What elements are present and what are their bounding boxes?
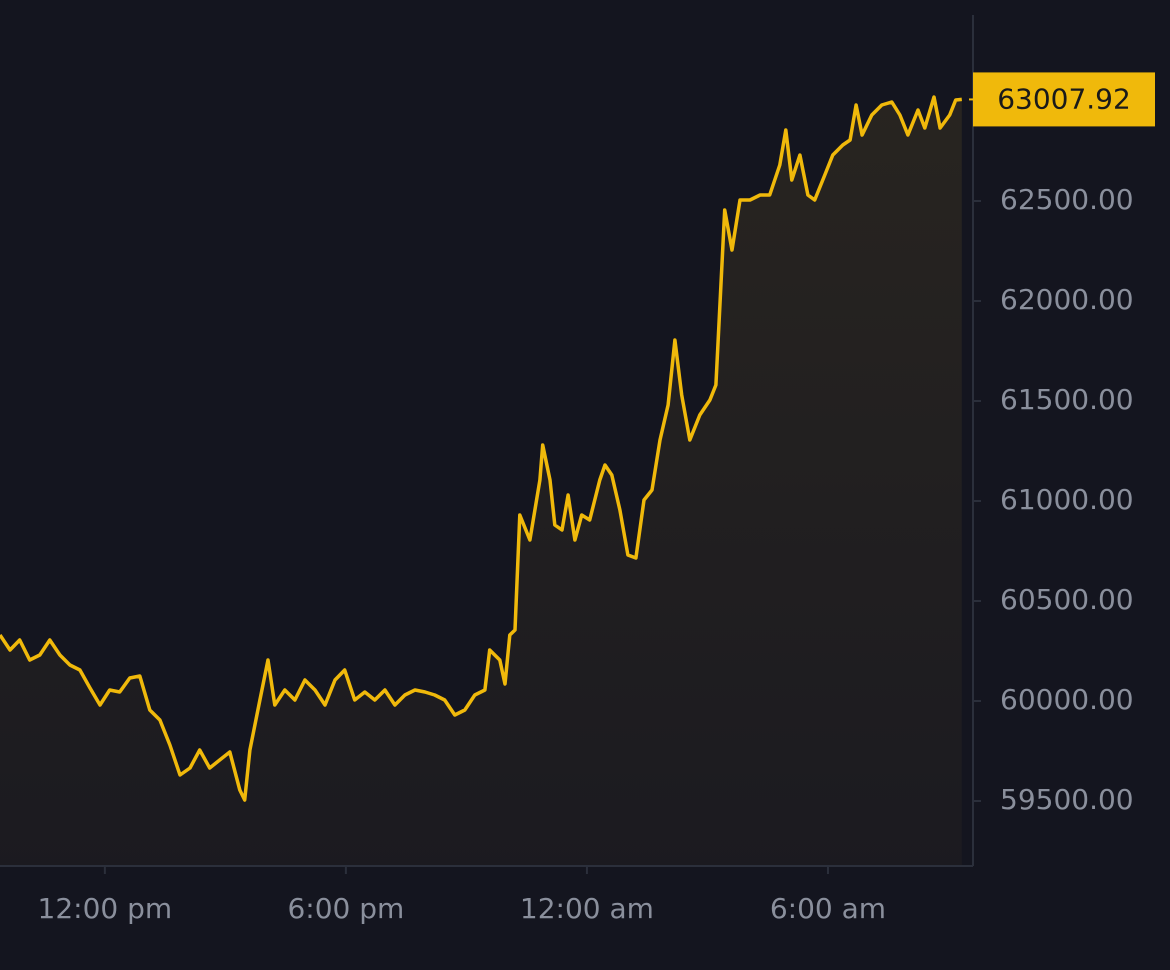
x-tick-label: 12:00 am [520, 892, 654, 925]
y-tick-label: 60000.00 [1000, 683, 1134, 716]
y-tick-label: 62000.00 [1000, 283, 1134, 316]
price-tag [973, 72, 1155, 127]
y-tick-label: 59500.00 [1000, 783, 1134, 816]
y-tick-label: 61500.00 [1000, 383, 1134, 416]
price-tag-label: 63007.92 [997, 82, 1131, 115]
y-tick-label: 62500.00 [1000, 183, 1134, 216]
price-line [0, 95, 962, 802]
x-tick-label: 12:00 pm [38, 892, 173, 925]
y-tick-label: 60500.00 [1000, 583, 1134, 616]
y-tick-label: 61000.00 [1000, 483, 1134, 516]
x-tick-label: 6:00 am [770, 892, 886, 925]
x-tick-label: 6:00 pm [287, 892, 404, 925]
